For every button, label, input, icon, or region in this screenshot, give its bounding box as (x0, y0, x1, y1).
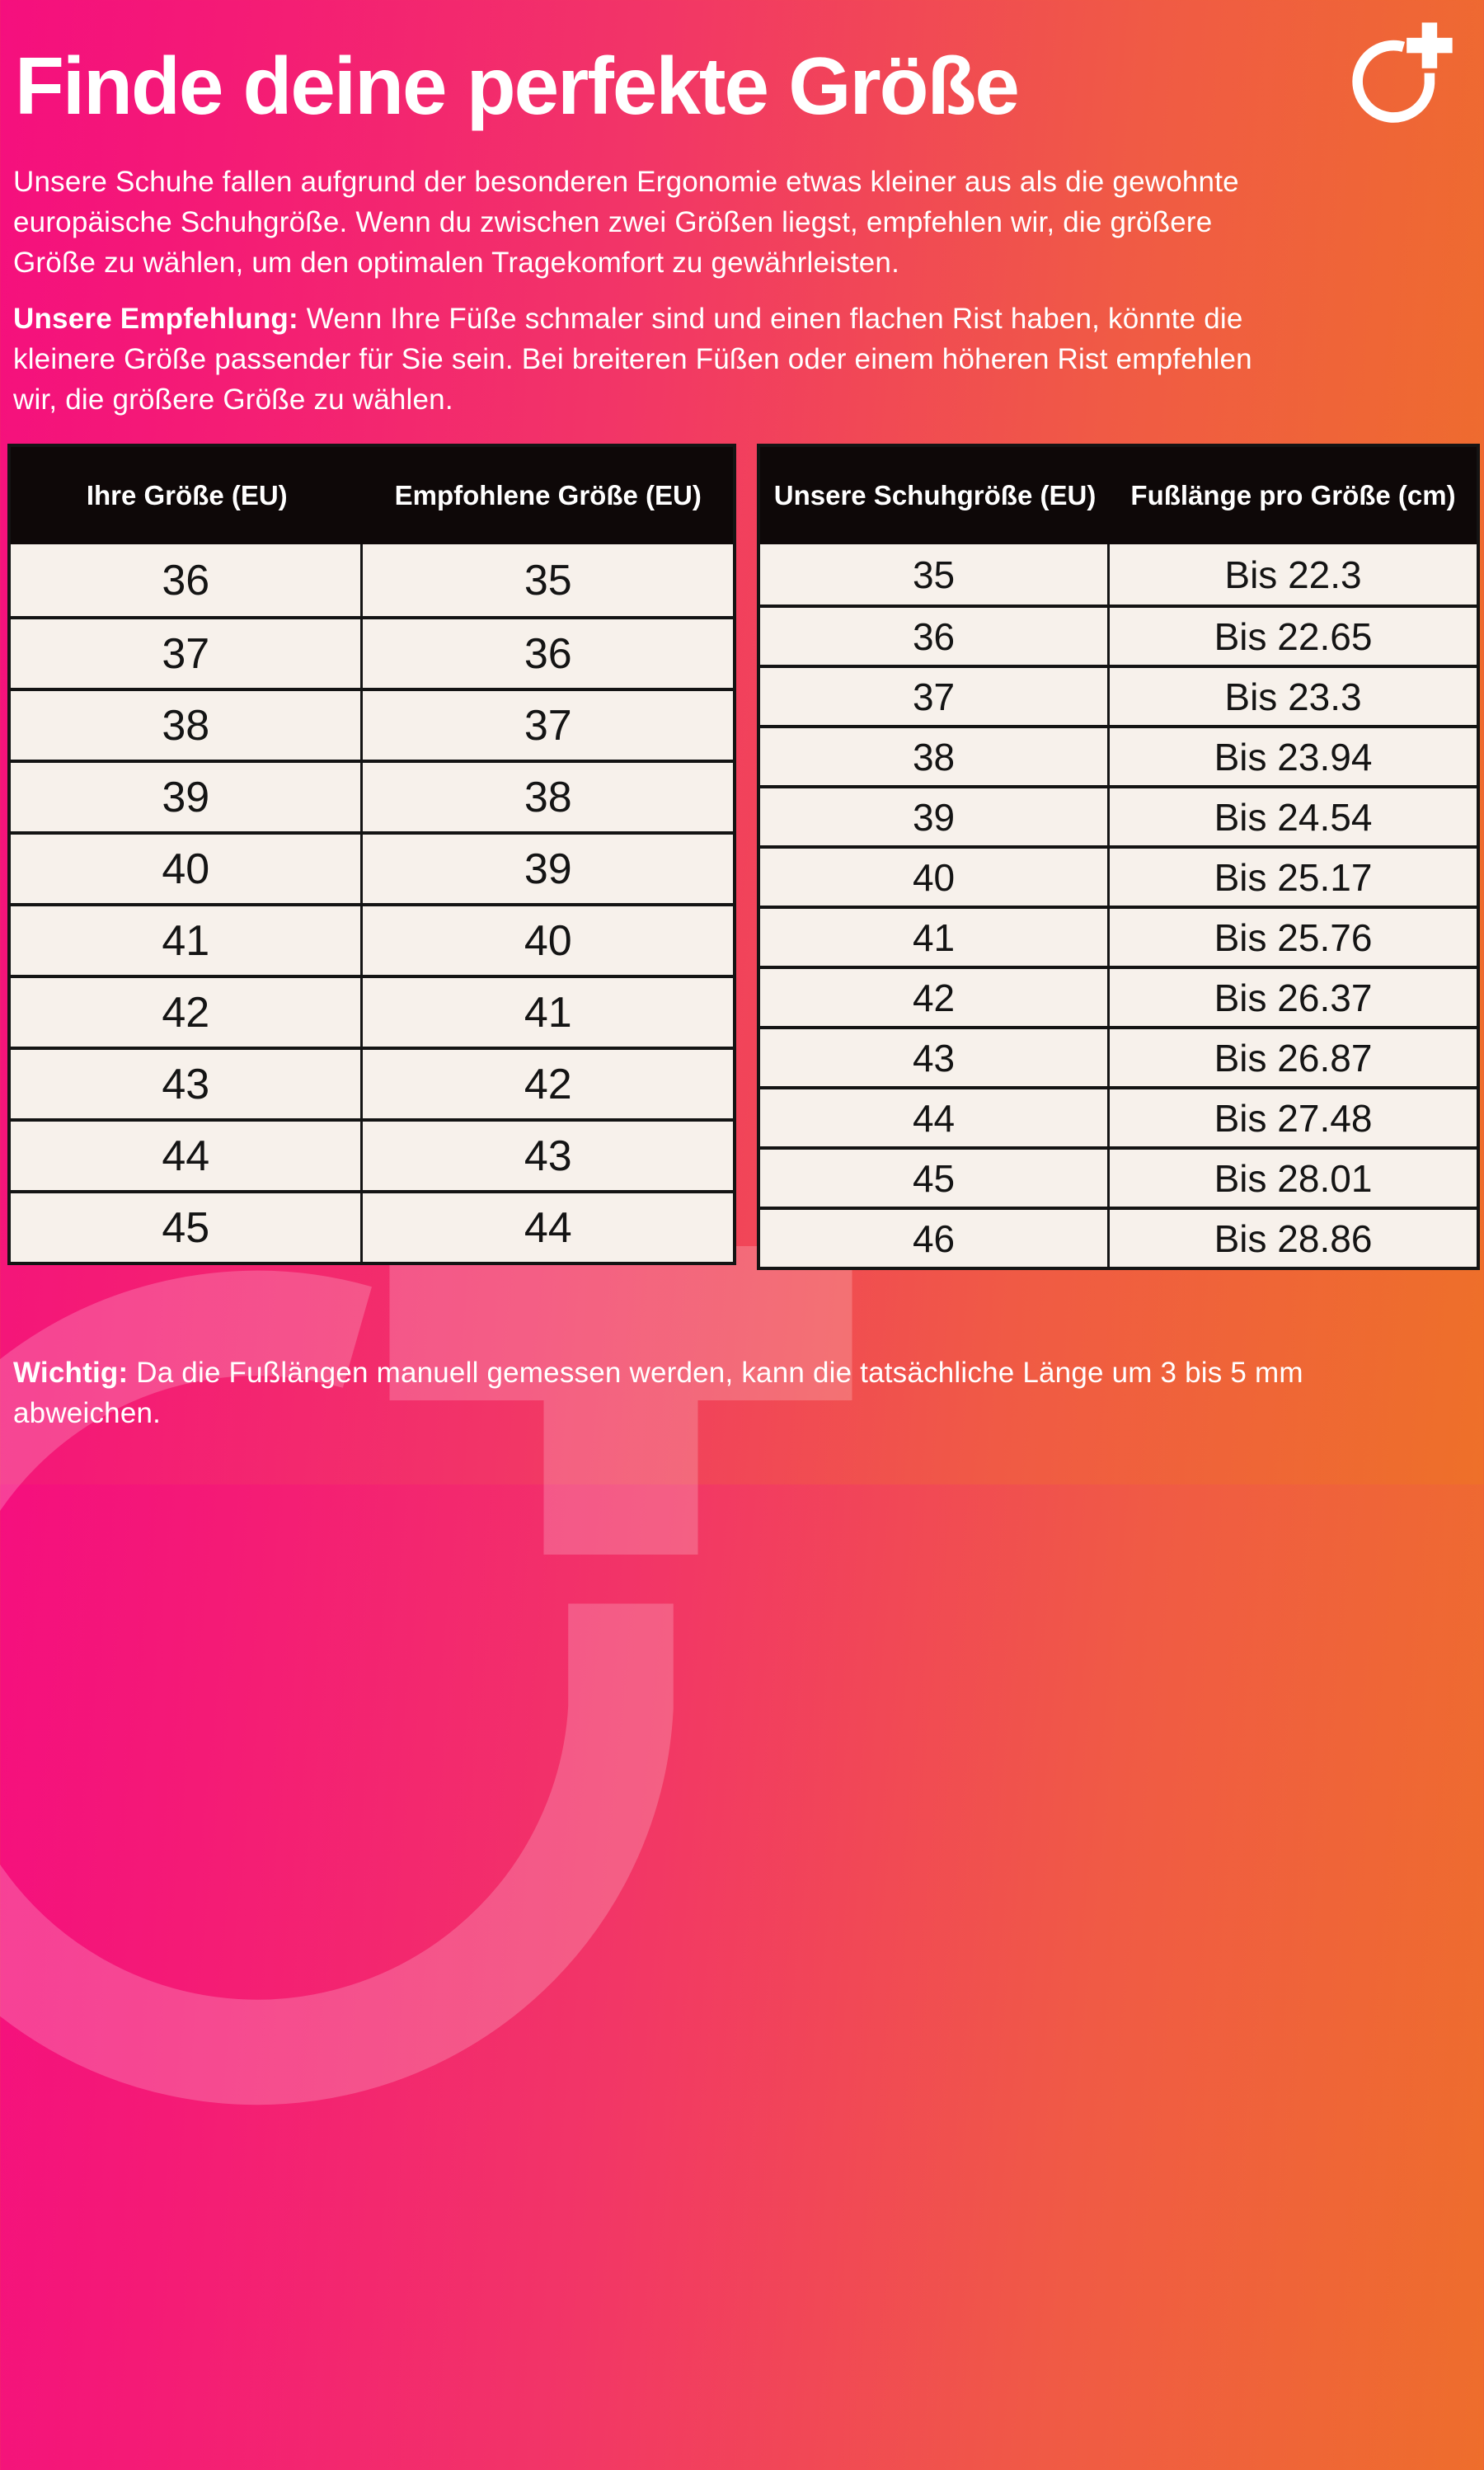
table-cell: 40 (524, 916, 572, 965)
table-row: 38 Bis 23.94 (760, 725, 1477, 785)
table-cell: Bis 26.37 (1214, 976, 1373, 1019)
table-row: 40 Bis 25.17 (760, 845, 1477, 906)
table-cell: 39 (11, 763, 364, 831)
table-row: 45 Bis 28.01 (760, 1146, 1477, 1207)
table-cell: Bis 25.76 (1214, 915, 1373, 959)
column-header-your-size: Ihre Größe (EU) (86, 480, 288, 510)
circle-plus-icon (1352, 22, 1453, 123)
table-row: 37 36 (11, 616, 733, 688)
table-row: 45 44 (11, 1190, 733, 1262)
table-row: 44 Bis 27.48 (760, 1086, 1477, 1146)
table-row: 42 Bis 26.37 (760, 966, 1477, 1026)
table-cell: Bis 25.17 (1214, 855, 1373, 899)
intro-line: Größe zu wählen, um den optimalen Tragek… (13, 247, 900, 279)
table-row: 38 37 (11, 688, 733, 760)
table-cell: Bis 24.54 (1214, 795, 1373, 839)
note-line: Wichtig: Da die Fußlängen manuell gemess… (13, 1353, 1303, 1393)
table-cell: 37 (760, 668, 1111, 725)
table-body: 36 35 37 36 38 37 39 38 40 39 41 40 42 41 43 42 44 43 45 44 (11, 544, 733, 1262)
size-guide-page: { "header": { "title": "Finde deine perf… (0, 0, 1484, 1484)
note-paragraph: Wichtig: Da die Fußlängen manuell gemess… (13, 1353, 1303, 1433)
table-cell: Bis 23.94 (1214, 735, 1373, 779)
table-row: 36 Bis 22.65 (760, 605, 1477, 665)
table-cell: 43 (760, 1029, 1111, 1086)
table-cell: 43 (524, 1131, 572, 1180)
table-body: 35 Bis 22.3 36 Bis 22.65 37 Bis 23.3 38 Bis 23.… (760, 544, 1477, 1267)
table-cell: 36 (524, 629, 572, 678)
recommendation-paragraph: Unsere Empfehlung: Wenn Ihre Füße schmal… (13, 299, 1252, 420)
note-text: Da die Fußlängen manuell gemessen werden… (128, 1357, 1303, 1389)
table-row: 39 Bis 24.54 (760, 785, 1477, 845)
column-header-shoe-size: Unsere Schuhgröße (EU) (773, 480, 1097, 510)
table-cell: 42 (524, 1060, 572, 1108)
recommendation-text: Wenn Ihre Füße schmaler sind und einen f… (298, 303, 1243, 335)
recommendation-line: wir, die größere Größe zu wählen. (13, 383, 453, 416)
recommendation-label: Unsere Empfehlung: (13, 303, 298, 335)
table-cell: 43 (11, 1050, 364, 1118)
recommendation-line: kleinere Größe passender für Sie sein. B… (13, 343, 1252, 375)
table-row: 41 40 (11, 903, 733, 975)
table-cell: Bis 22.3 (1224, 553, 1362, 596)
circle-plus-icon (0, 1092, 852, 2105)
table-row: 46 Bis 28.86 (760, 1207, 1477, 1267)
table-cell: Bis 28.86 (1214, 1216, 1373, 1260)
brand-watermark (0, 1064, 1055, 2466)
table-cell: Bis 27.48 (1214, 1096, 1373, 1140)
table-row: 42 41 (11, 975, 733, 1047)
table-row: 40 39 (11, 831, 733, 903)
table-cell: 39 (524, 845, 572, 893)
table-cell: 38 (524, 773, 572, 821)
note-label: Wichtig: (13, 1357, 129, 1389)
table-header-row: Ihre Größe (EU) Empfohlene Größe (EU) (11, 447, 733, 544)
table-cell: Bis 28.01 (1214, 1156, 1373, 1200)
size-conversion-table: Ihre Größe (EU) Empfohlene Größe (EU) 36… (7, 444, 736, 1265)
table-cell: 45 (760, 1150, 1111, 1207)
table-header-row: Unsere Schuhgröße (EU) Fußlänge pro Größ… (760, 447, 1477, 544)
brand-logo (1334, 20, 1472, 158)
table-cell: Bis 23.3 (1224, 675, 1362, 718)
table-cell: 40 (11, 835, 364, 903)
table-cell: 37 (524, 701, 572, 750)
intro-paragraph: Unsere Schuhe fallen aufgrund der besond… (13, 162, 1239, 283)
column-header-recommended-size: Empfohlene Größe (EU) (394, 480, 702, 510)
table-cell: Bis 26.87 (1214, 1036, 1373, 1080)
table-cell: 38 (11, 691, 364, 760)
note-line: abweichen. (13, 1397, 162, 1429)
table-cell: 41 (760, 909, 1111, 966)
table-cell: 44 (524, 1203, 572, 1252)
table-cell: 46 (760, 1210, 1111, 1267)
table-cell: 35 (524, 556, 572, 605)
table-row: 35 Bis 22.3 (760, 544, 1477, 605)
table-cell: 42 (760, 969, 1111, 1026)
table-cell: 39 (760, 788, 1111, 845)
foot-length-table: Unsere Schuhgröße (EU) Fußlänge pro Größ… (757, 444, 1480, 1270)
intro-line: europäische Schuhgröße. Wenn du zwischen… (13, 206, 1213, 238)
table-cell: 45 (11, 1193, 364, 1262)
column-header-foot-length: Fußlänge pro Größe (cm) (1130, 480, 1456, 510)
recommendation-line: Unsere Empfehlung: Wenn Ihre Füße schmal… (13, 299, 1252, 339)
table-cell: 35 (760, 544, 1111, 605)
table-row: 41 Bis 25.76 (760, 906, 1477, 966)
table-row: 39 38 (11, 760, 733, 831)
table-cell: 36 (760, 608, 1111, 665)
table-cell: 36 (11, 544, 364, 616)
table-cell: 41 (11, 906, 364, 975)
page-title: Finde deine perfekte Größe (15, 40, 1020, 131)
table-row: 44 43 (11, 1118, 733, 1190)
table-cell: 44 (760, 1089, 1111, 1146)
table-cell: 38 (760, 728, 1111, 785)
table-row: 36 35 (11, 544, 733, 616)
table-row: 37 Bis 23.3 (760, 665, 1477, 725)
intro-line: Unsere Schuhe fallen aufgrund der besond… (13, 166, 1239, 198)
table-row: 43 Bis 26.87 (760, 1026, 1477, 1086)
table-cell: 40 (760, 849, 1111, 906)
table-cell: 41 (524, 988, 572, 1037)
table-cell: 37 (11, 619, 364, 688)
table-cell: Bis 22.65 (1214, 614, 1373, 658)
table-cell: 42 (11, 978, 364, 1047)
table-row: 43 42 (11, 1047, 733, 1118)
table-cell: 44 (11, 1122, 364, 1190)
